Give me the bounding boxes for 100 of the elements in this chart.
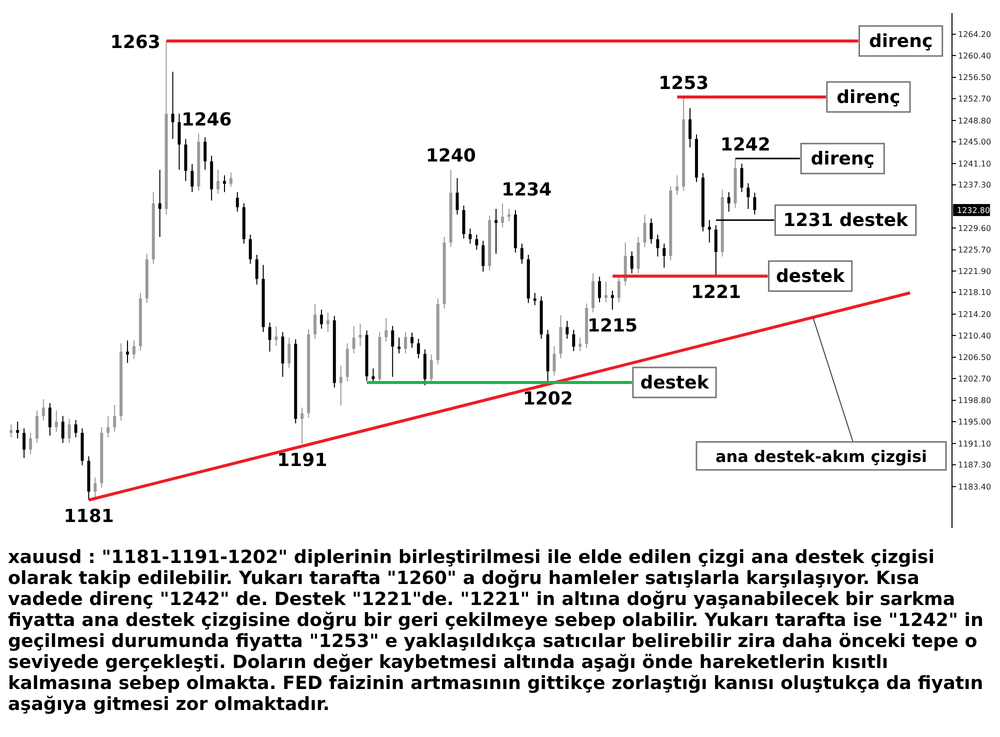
candlestick bbox=[520, 243, 524, 264]
y-tick-label: 1256.50 bbox=[958, 73, 992, 82]
candlestick bbox=[300, 407, 304, 445]
annotation: 1202 bbox=[522, 388, 573, 410]
candlestick bbox=[68, 418, 71, 444]
candlestick bbox=[416, 338, 420, 359]
annotation: 1234 bbox=[502, 179, 552, 200]
candlestick bbox=[132, 340, 136, 360]
ref-line-label: direnç bbox=[868, 30, 933, 52]
candlestick bbox=[352, 326, 356, 354]
candlestick bbox=[54, 410, 58, 432]
candlestick bbox=[314, 304, 317, 340]
y-tick-label: 1214.20 bbox=[958, 310, 992, 320]
text: 1232.80 bbox=[957, 206, 990, 216]
y-tick-label: 1202.70 bbox=[958, 374, 992, 384]
ref-line-label: destek bbox=[776, 266, 846, 288]
y-tick-label: 1237.30 bbox=[958, 180, 992, 190]
candlestick bbox=[204, 136, 207, 170]
candlestick bbox=[22, 428, 26, 459]
candlestick bbox=[288, 337, 291, 368]
y-tick-label: 1260.40 bbox=[958, 51, 992, 60]
candlestick bbox=[475, 234, 478, 250]
annotation: 1246 bbox=[182, 109, 232, 130]
candlestick bbox=[494, 208, 498, 254]
candlestick bbox=[727, 192, 730, 212]
annotation: 1253 bbox=[658, 72, 709, 94]
y-tick-label: 1218.10 bbox=[958, 288, 992, 298]
candlestick bbox=[598, 276, 601, 303]
candlestick bbox=[746, 182, 750, 210]
candlestick bbox=[610, 290, 614, 310]
y-tick-label: 1264.20 bbox=[958, 30, 992, 40]
candlestick bbox=[501, 202, 504, 228]
candlestick bbox=[190, 164, 194, 193]
candlestick bbox=[229, 172, 232, 188]
candlestick bbox=[404, 332, 408, 354]
candlestick bbox=[236, 192, 239, 212]
candlestick bbox=[10, 424, 13, 438]
candlestick bbox=[714, 224, 718, 277]
candlestick bbox=[158, 169, 162, 238]
candlestick bbox=[35, 410, 38, 444]
candlestick bbox=[482, 240, 485, 272]
y-tick-label: 1229.60 bbox=[958, 224, 992, 233]
candlestick bbox=[572, 329, 576, 352]
annotation: 1181 bbox=[64, 506, 114, 528]
annotation: ana destek-akım çizgisi bbox=[715, 446, 928, 466]
ref-line-label: destek bbox=[640, 372, 710, 394]
candlestick bbox=[126, 340, 129, 364]
candlestick bbox=[604, 281, 608, 303]
annotation: 1263 bbox=[110, 32, 160, 53]
candlestick bbox=[740, 163, 744, 193]
candlestick bbox=[255, 254, 258, 285]
candlestick bbox=[106, 416, 110, 438]
annotation: 1191 bbox=[277, 450, 328, 472]
candlestick bbox=[552, 346, 556, 376]
ref-line-label: 1231 destek bbox=[783, 210, 910, 232]
y-tick-label: 1248.80 bbox=[958, 116, 992, 126]
y-tick-label: 1187.30 bbox=[958, 460, 992, 470]
candlestick bbox=[630, 250, 634, 274]
candlestick bbox=[248, 234, 252, 264]
candlestick bbox=[268, 322, 272, 352]
candlestick bbox=[676, 174, 679, 196]
y-tick-label: 1198.80 bbox=[958, 396, 992, 406]
y-tick-label: 1225.70 bbox=[958, 246, 992, 255]
y-tick-label: 1210.40 bbox=[958, 331, 992, 340]
candlestick bbox=[48, 402, 52, 436]
text: xauusd : "1181-1191-1202" diplerinin birleştirilmesi ile elde edilen çizgi ana destek çizgisi olarak takip edilebilir. Yukarı tarafta "1260" a doğru hamleler satışlarla karşılaşıyor. Kısa vadede direnç "1242" de. Destek "1221"de. "1221" in altına doğru yaşanabilecek bir sarkma fiyatta ana destek çizgisine doğru bir geri çekilmeye sebep olabilir. Yukarı tarafta ise "1242" in geçilmesi durumunda fiyatta "1253" e yaklaşıldıkça satıcılar belirebilir zira daha önceki tepe o seviyede gerçekleşti. Doların değer kaybetmesi altında aşağı önde hareketlerin kısıtlı kalmasına sebep olmakta. FED faizinin artmasının gittikçe zorlaştığı kanısı oluştukça da fiyatın aşağıya gitmesi zor olmaktadır. bbox=[8, 547, 984, 715]
candlestick bbox=[617, 276, 620, 303]
candlestick bbox=[274, 326, 278, 347]
candlestick bbox=[42, 398, 45, 422]
y-tick-label: 1245.00 bbox=[958, 138, 992, 147]
candlestick bbox=[656, 234, 660, 258]
candlestick bbox=[456, 178, 459, 216]
candlestick bbox=[216, 169, 220, 194]
y-tick-label: 1241.10 bbox=[958, 159, 992, 168]
candlestick bbox=[320, 309, 323, 330]
y-tick-label: 1221.90 bbox=[958, 266, 992, 276]
candlestick bbox=[29, 432, 32, 455]
candlestick bbox=[391, 325, 394, 378]
annotation: 1242 bbox=[720, 134, 770, 156]
candlestick bbox=[94, 477, 97, 498]
candlestick bbox=[398, 337, 401, 354]
annotation: 1240 bbox=[426, 146, 476, 167]
y-tick-label: 1195.00 bbox=[958, 417, 992, 426]
y-tick-label: 1183.40 bbox=[958, 482, 992, 492]
y-tick-label: 1206.50 bbox=[958, 353, 992, 362]
candlestick bbox=[61, 416, 64, 444]
candlestick bbox=[74, 419, 78, 438]
candlestick bbox=[468, 228, 472, 244]
y-tick-label: 1252.70 bbox=[958, 94, 992, 104]
ref-line-label: direnç bbox=[810, 148, 874, 170]
candlestick bbox=[384, 318, 388, 342]
candlestick bbox=[171, 71, 174, 140]
y-tick-label: 1191.10 bbox=[958, 439, 992, 448]
candlestick bbox=[113, 404, 116, 432]
candlestick bbox=[688, 108, 692, 148]
candlestick bbox=[16, 421, 20, 439]
candlestick bbox=[507, 208, 510, 222]
ref-line-label: direnç bbox=[836, 86, 900, 108]
annotation: 1215 bbox=[587, 316, 638, 337]
candlestick bbox=[643, 214, 646, 248]
